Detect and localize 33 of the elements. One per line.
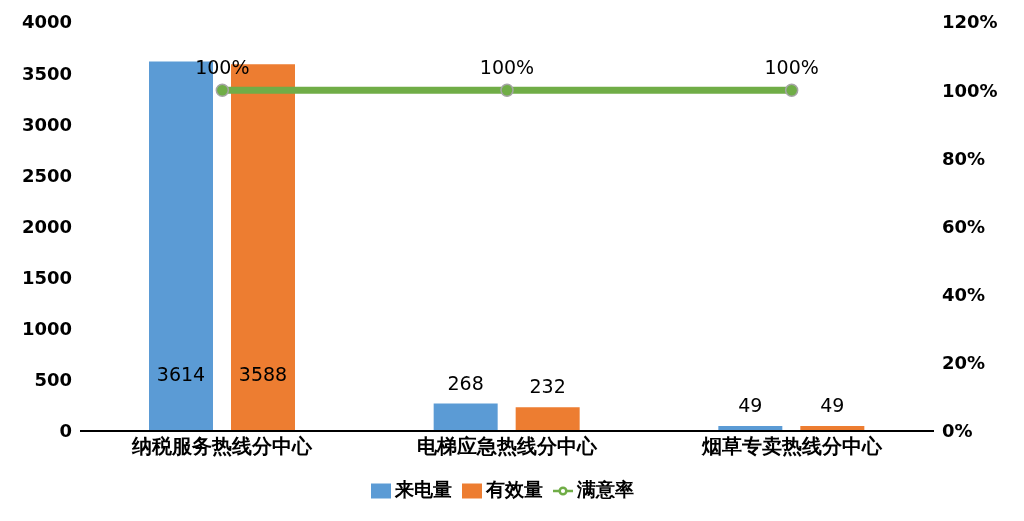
bar [515,407,580,431]
x-tick-label: 电梯应急热线分中心 [417,434,598,459]
y-tick-label: 2500 [21,164,72,186]
y-tick-label: 1000 [21,318,72,340]
legend-label: 有效量 [485,478,543,500]
y2-tick-label: 20% [942,352,986,374]
y-tick-label: 3500 [21,62,72,84]
y-tick-label: 500 [34,369,72,391]
data-label: 232 [529,375,566,398]
y2-tick-label: 80% [942,147,986,169]
data-label: 268 [447,371,484,394]
legend-label: 来电量 [394,478,452,500]
y-tick-label: 4000 [21,11,72,33]
data-label: 49 [820,393,845,416]
bar [433,403,498,431]
x-tick-label: 纳税服务热线分中心 [131,434,314,459]
data-label: 100% [764,56,819,79]
y2-tick-label: 0% [942,420,973,442]
y2-tick-label: 40% [942,284,986,306]
x-tick-label: 烟草专卖热线分中心 [700,434,883,459]
y-tick-label: 3000 [21,113,72,135]
y2-tick-label: 120% [942,11,998,33]
data-label: 3614 [156,363,206,385]
y-tick-label: 0 [59,420,72,442]
y-tick-label: 1500 [21,267,72,289]
y2-tick-label: 60% [942,215,986,237]
y-tick-label: 2000 [21,215,72,237]
legend-label: 满意率 [576,478,634,500]
data-label: 3588 [238,363,288,385]
data-label: 100% [195,56,250,79]
data-label: 49 [738,393,763,416]
y2-tick-label: 100% [942,79,998,101]
data-label: 100% [479,56,535,79]
